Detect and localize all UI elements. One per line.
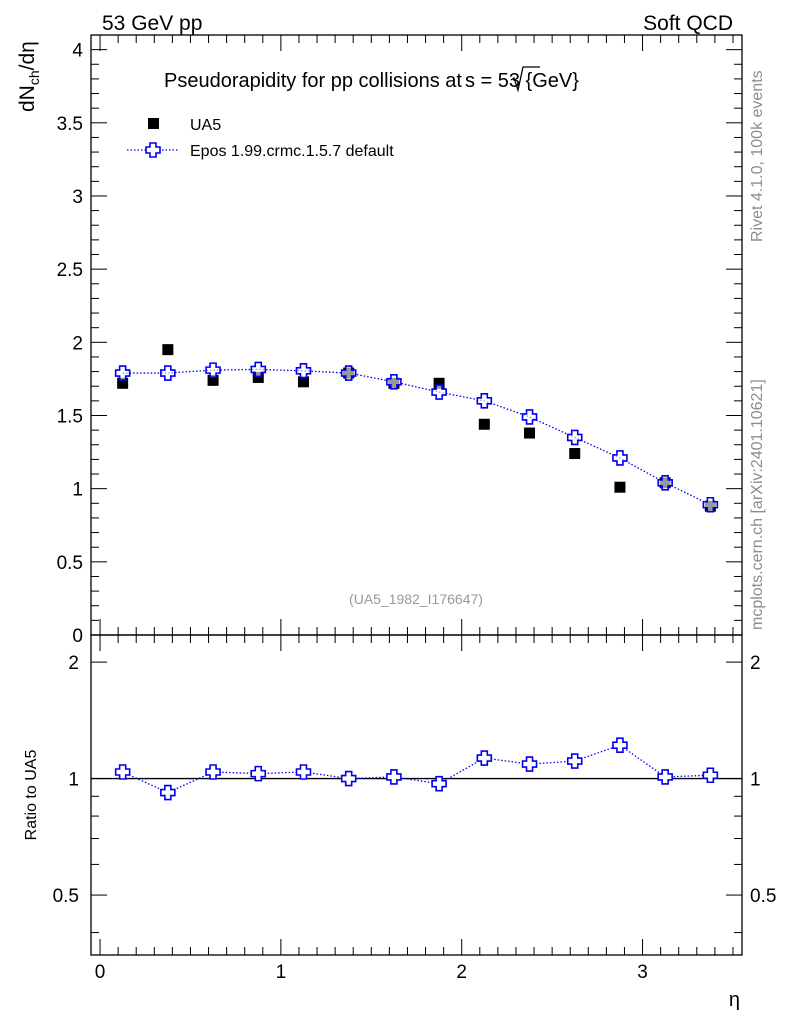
- ratio-panel: 0.5 0.5 1 1 2 2 0 1 2 3 Ratio to UA5 η: [23, 634, 777, 1011]
- ratio-epos-point: [205, 764, 221, 780]
- ratio-xtick-label: 2: [456, 962, 467, 983]
- ratio-ytick-label-left: 0.5: [53, 886, 79, 907]
- ratio-epos-point: [386, 769, 402, 785]
- epos-point: [566, 429, 583, 446]
- main-ytick-label: 1: [72, 480, 83, 501]
- ua5-point: [252, 371, 264, 383]
- ratio-xtick-label: 0: [95, 962, 106, 983]
- ratio-epos-point: [250, 765, 267, 782]
- main-ylabel: dNch/dη: [16, 41, 42, 112]
- epos-point: [657, 475, 673, 491]
- epos-point: [386, 374, 402, 390]
- ua5-point: [297, 376, 309, 388]
- main-ytick-label: 1.5: [57, 406, 83, 427]
- legend-ua5-label: UA5: [190, 117, 221, 134]
- main-axis-ticks: [91, 35, 742, 636]
- epos-point: [702, 496, 719, 513]
- main-panel: 0 0.5 1 1.5 2 2.5 3 3.5 4 dNch/dη Pseudorapidity…: [16, 34, 743, 647]
- ratio-xlabel: η: [729, 989, 740, 1011]
- legend: UA5 Epos 1.99.crmc.1.5.7 default: [127, 117, 394, 160]
- ratio-x-tick-labels: 0 1 2 3: [95, 962, 648, 983]
- ratio-epos-point: [566, 753, 583, 769]
- epos-point: [160, 365, 176, 381]
- epos-point: [250, 361, 267, 378]
- main-ytick-label: 2.5: [57, 260, 83, 281]
- main-ytick-label: 4: [72, 41, 83, 62]
- analysis-watermark: (UA5_1982_I176647): [349, 591, 483, 607]
- mcplots-label: mcplots.cern.ch [arXiv:2401.10621]: [749, 379, 766, 630]
- epos-point: [612, 450, 628, 466]
- ylabel-sub: ch: [26, 70, 42, 85]
- epos-point: [114, 365, 131, 381]
- legend-epos-marker: [145, 142, 161, 158]
- header-right: Soft QCD: [643, 12, 733, 35]
- ratio-ytick-label-right: 0.5: [750, 886, 776, 907]
- ratio-epos-point: [521, 756, 538, 772]
- ua5-point: [614, 481, 626, 493]
- epos-point: [340, 365, 357, 381]
- main-y-tick-labels: 0 0.5 1 1.5 2 2.5 3 3.5 4: [57, 41, 84, 647]
- chart-title: Pseudorapidity for pp collisions at s = 5…: [164, 70, 579, 92]
- main-ytick-label: 0: [72, 626, 83, 647]
- ratio-frame: [90, 634, 743, 956]
- ratio-xtick-label: 1: [276, 962, 287, 983]
- ratio-ytick-label-left: 1: [68, 770, 79, 791]
- ua5-point: [117, 377, 129, 389]
- ua5-point: [433, 377, 445, 389]
- ratio-epos-point: [340, 770, 357, 787]
- ratio-epos-point: [431, 775, 447, 792]
- sqrt-symbol: [510, 66, 540, 93]
- main-ytick-label: 3.5: [57, 114, 83, 135]
- ua5-point: [524, 427, 536, 439]
- ratio-epos-point: [702, 767, 719, 784]
- ratio-epos-point: [114, 764, 131, 780]
- rivet-label: Rivet 4.1.0, 100k events: [749, 70, 766, 242]
- title-sqrt-arg: s: [465, 70, 475, 92]
- ratio-epos-point: [160, 784, 176, 801]
- title-prefix: Pseudorapidity for pp collisions at: [164, 70, 462, 92]
- header-left: 53 GeV pp: [102, 12, 202, 35]
- ratio-epos-point: [612, 737, 628, 753]
- ratio-axis-ticks: [91, 635, 742, 955]
- epos-point: [205, 362, 221, 378]
- main-frame: [90, 34, 743, 636]
- epos-point: [476, 393, 493, 409]
- ylabel-rest: /dη: [16, 41, 39, 70]
- ratio-epos-point: [476, 750, 493, 766]
- legend-epos-label: Epos 1.99.crmc.1.5.7 default: [190, 143, 394, 160]
- main-ytick-label: 0.5: [57, 553, 83, 574]
- ratio-ytick-label-right: 2: [750, 653, 761, 674]
- epos-point: [295, 363, 312, 379]
- ua5-point: [478, 418, 490, 430]
- ratio-epos-point: [657, 769, 673, 785]
- title-suffix: = 53 {GeV}: [475, 70, 579, 92]
- ua5-point: [162, 344, 174, 356]
- ratio-xtick-label: 3: [637, 962, 648, 983]
- ratio-ylabel: Ratio to UA5: [23, 750, 40, 841]
- main-series-layer: [114, 344, 719, 513]
- epos-point: [521, 409, 538, 425]
- ratio-y-tick-labels: 0.5 0.5 1 1 2 2: [53, 653, 777, 907]
- epos-point: [431, 384, 447, 400]
- legend-ua5-marker: [148, 118, 159, 129]
- main-ytick-label: 3: [72, 187, 83, 208]
- ylabel-main: dN: [16, 85, 39, 112]
- ua5-point: [207, 374, 219, 386]
- ratio-ytick-label-left: 2: [68, 653, 79, 674]
- ratio-ytick-label-right: 1: [750, 770, 761, 791]
- ratio-epos-point: [295, 764, 312, 780]
- main-ytick-label: 2: [72, 333, 83, 354]
- ratio-series-layer: [114, 737, 719, 801]
- ua5-point: [569, 448, 581, 460]
